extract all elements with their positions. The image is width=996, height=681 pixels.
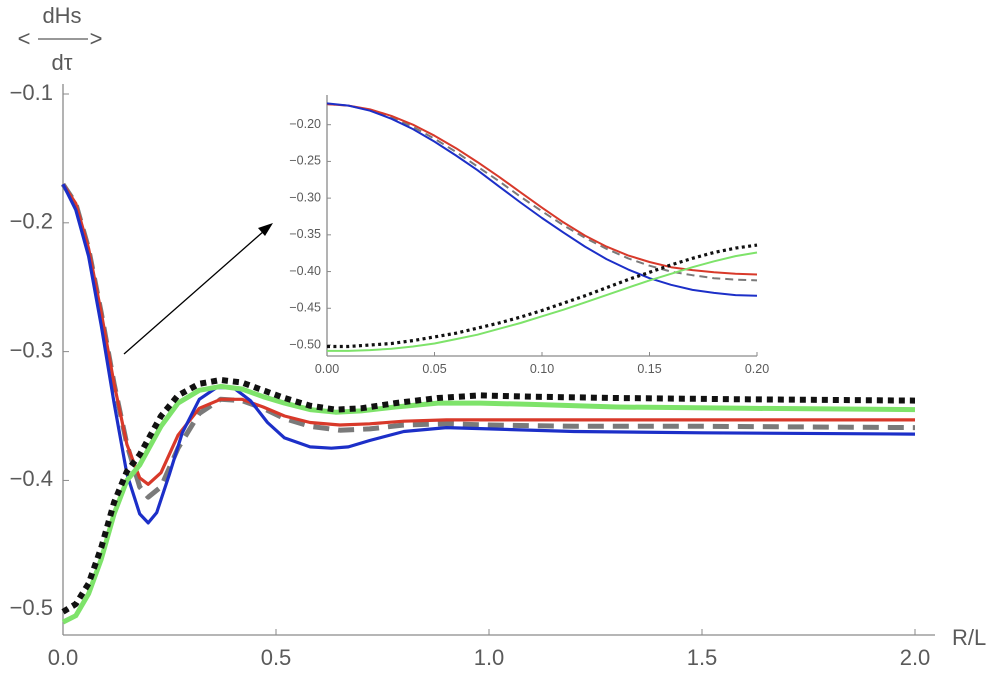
main-series-group	[60, 182, 916, 625]
main-series-line-1	[60, 182, 916, 500]
zoom-arrow-line	[123, 230, 265, 355]
inset-y-tick-label: −0.35	[289, 227, 321, 241]
inset-series-line-2	[326, 103, 758, 276]
main-series-line-5	[61, 377, 916, 615]
inset-series-group	[326, 102, 758, 352]
main-series-line-3	[61, 183, 916, 525]
inset-plot: 0.00 0.05 0.10 0.15 0.20 −0.20 −0.25 −0.30 −0.35…	[289, 95, 769, 376]
main-x-tick-label: 0.0	[48, 645, 79, 670]
inset-y-tick-label: −0.40	[289, 264, 321, 278]
main-series-line-4	[61, 383, 916, 625]
inset-y-tick-label: −0.30	[289, 190, 321, 204]
main-y-axis-label: dHs < > dτ	[18, 3, 103, 75]
inset-x-tick-label: 0.05	[422, 362, 446, 376]
main-plot: 0.0 0.5 1.0 1.5 2.0−0.1−0.2−0.3−0.4−0.5 R/L …	[10, 3, 987, 670]
inset-series-line-1	[326, 103, 758, 282]
inset-y-tick-label: −0.45	[289, 301, 321, 315]
y-label-denominator: dτ	[52, 50, 73, 75]
main-y-tick-label: −0.3	[10, 337, 53, 362]
main-y-tick-label: −0.2	[10, 209, 53, 234]
inset-x-tick-label: 0.10	[530, 362, 554, 376]
main-series-line-2	[61, 183, 915, 486]
main-x-tick-label: 1.0	[474, 645, 505, 670]
main-y-tick-label: −0.4	[10, 466, 53, 491]
zoom-arrow-head	[258, 223, 273, 236]
y-label-numerator: dHs	[42, 3, 81, 28]
inset-y-tick-label: −0.50	[289, 337, 321, 351]
main-x-tick-label: 0.5	[261, 645, 292, 670]
inset-series-line-3	[326, 102, 758, 297]
inset-x-tick-label: 0.15	[637, 362, 661, 376]
inset-axes: 0.00 0.05 0.10 0.15 0.20 −0.20 −0.25 −0.30 −0.35…	[289, 95, 769, 376]
y-label-arrow-right: >	[90, 26, 103, 51]
y-label-arrow-left: <	[18, 26, 31, 51]
main-x-tick-label: 2.0	[900, 645, 931, 670]
main-y-tick-label: −0.5	[10, 595, 53, 620]
main-x-axis-label: R/L	[952, 625, 986, 650]
inset-y-tick-label: −0.25	[289, 154, 321, 168]
main-x-tick-label: 1.5	[687, 645, 718, 670]
inset-x-tick-label: 0.00	[315, 362, 339, 376]
main-y-tick-label: −0.1	[10, 80, 53, 105]
inset-series-line-5	[327, 243, 758, 349]
inset-x-tick-label: 0.20	[745, 362, 769, 376]
inset-series-line-4	[327, 251, 758, 352]
main-axes: 0.0 0.5 1.0 1.5 2.0 −0.1 −0.2 −0.3 −0.4 −0.5	[10, 80, 935, 670]
inset-y-tick-label: −0.20	[289, 117, 321, 131]
